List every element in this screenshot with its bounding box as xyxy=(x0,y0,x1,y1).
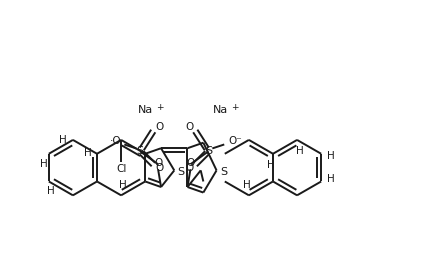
Text: O⁻: O⁻ xyxy=(228,135,242,145)
Text: ·O: ·O xyxy=(110,135,121,145)
Text: O: O xyxy=(155,122,163,132)
Text: H: H xyxy=(59,135,67,145)
Text: H: H xyxy=(296,146,304,156)
Text: Na: Na xyxy=(138,105,153,115)
Text: O: O xyxy=(154,158,162,168)
Text: S: S xyxy=(137,147,144,156)
Text: H: H xyxy=(119,180,127,190)
Text: H: H xyxy=(327,175,335,185)
Text: +: + xyxy=(157,103,164,112)
Text: H: H xyxy=(40,159,48,169)
Text: O: O xyxy=(185,163,194,173)
Text: Na: Na xyxy=(213,105,228,115)
Text: H: H xyxy=(327,151,335,161)
Text: O: O xyxy=(185,122,194,132)
Text: S: S xyxy=(178,167,185,177)
Text: +: + xyxy=(231,103,239,112)
Text: S: S xyxy=(205,147,212,156)
Text: Cl: Cl xyxy=(116,164,126,174)
Text: O: O xyxy=(155,163,163,173)
Text: S: S xyxy=(220,167,227,177)
Text: O: O xyxy=(186,158,195,168)
Text: H: H xyxy=(243,180,251,190)
Text: H: H xyxy=(267,160,275,170)
Text: H: H xyxy=(84,148,92,158)
Text: H: H xyxy=(47,186,55,196)
